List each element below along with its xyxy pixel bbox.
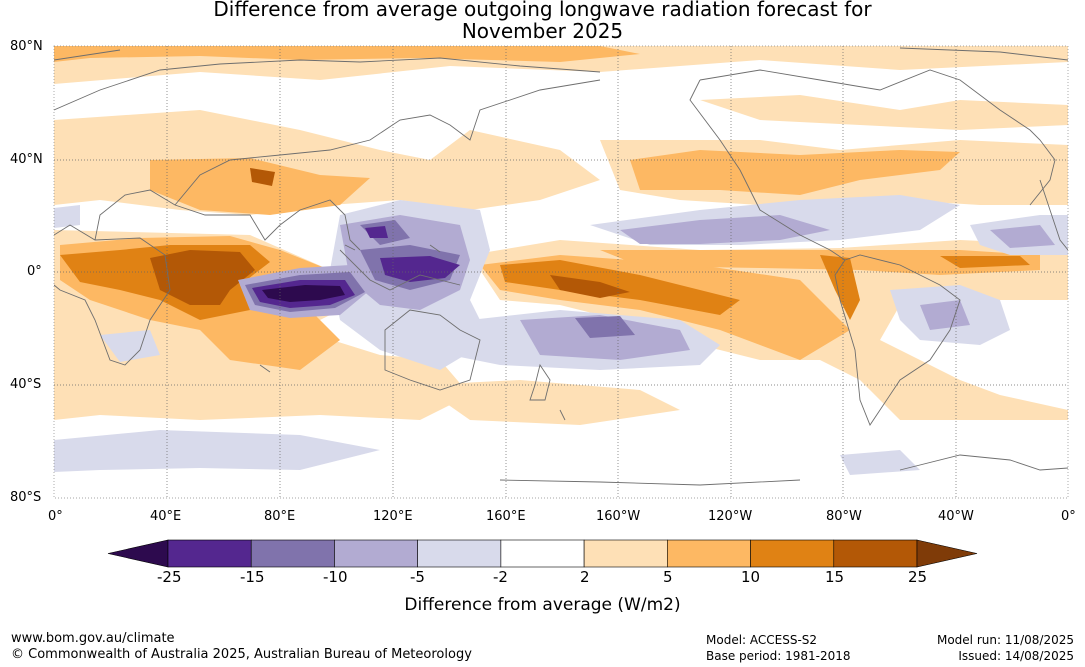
colorbar-tick: 15	[825, 568, 845, 586]
colorbar-tick: -5	[410, 568, 425, 586]
colorbar-segment	[417, 539, 502, 568]
lon-label-40e: 40°E	[150, 509, 182, 524]
lon-label-120e: 120°E	[373, 509, 413, 524]
footer-base-period: Base period: 1981-2018	[706, 649, 851, 663]
colorbar-segment	[250, 539, 335, 568]
map-title-line-1: Difference from average outgoing longwav…	[213, 0, 872, 21]
map-frame	[53, 45, 1069, 499]
graticule	[54, 46, 1068, 498]
colorbar-extend-high	[916, 539, 978, 568]
lat-label-40n: 40°N	[10, 152, 43, 167]
footer-model: Model: ACCESS-S2	[706, 633, 818, 647]
colorbar-segment	[334, 539, 418, 568]
colorbar-segment	[583, 539, 668, 568]
colorbar-tick: 25	[908, 568, 928, 586]
lat-label-0: 0°	[27, 264, 42, 279]
anomaly-fields	[54, 46, 1068, 498]
colorbar-segment	[750, 539, 835, 568]
lon-label-0: 0°	[48, 509, 63, 524]
lat-label-40s: 40°S	[10, 377, 42, 392]
colorbar-segment	[667, 539, 751, 568]
colorbar-segment	[167, 539, 252, 568]
lon-label-0-right: 0°	[1061, 509, 1076, 524]
lon-label-160w: 160°W	[596, 509, 641, 524]
lat-label-80s: 80°S	[10, 490, 42, 505]
lon-label-80w: 80°W	[826, 509, 862, 524]
colorbar	[107, 539, 978, 568]
coastlines	[54, 47, 1068, 486]
colorbar-label: Difference from average (W/m2)	[404, 595, 681, 615]
lat-label-80n: 80°N	[10, 39, 43, 54]
footer-issued: Issued: 14/08/2025	[958, 649, 1074, 663]
lon-label-120w: 120°W	[708, 509, 753, 524]
colorbar-tick: -15	[240, 568, 265, 586]
colorbar-segment	[500, 539, 585, 568]
lon-label-40w: 40°W	[938, 509, 974, 524]
footer-url[interactable]: www.bom.gov.au/climate	[11, 631, 175, 646]
lon-label-160e: 160°E	[486, 509, 526, 524]
colorbar-tick: -25	[157, 568, 182, 586]
lon-label-80e: 80°E	[264, 509, 296, 524]
colorbar-tick: 10	[741, 568, 761, 586]
very-strong-positive-anomaly	[150, 168, 630, 305]
footer-copyright: © Commonwealth of Australia 2025, Austra…	[11, 647, 472, 662]
colorbar-tick: -10	[323, 568, 348, 586]
colorbar-extend-low	[107, 539, 169, 568]
colorbar-tick: -2	[493, 568, 508, 586]
colorbar-tick: 2	[580, 568, 590, 586]
extreme-negative-anomaly	[262, 285, 345, 302]
colorbar-tick: 5	[663, 568, 673, 586]
colorbar-segment	[833, 539, 918, 568]
footer-model-run: Model run: 11/08/2025	[936, 633, 1074, 647]
map-title-line-2: November 2025	[461, 19, 624, 43]
